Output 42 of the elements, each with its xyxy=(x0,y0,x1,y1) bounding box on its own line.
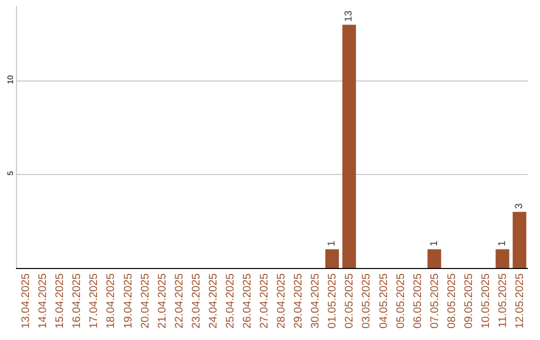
data-label: 1 xyxy=(326,240,338,246)
x-tick-label: 11.05.2025 xyxy=(497,273,510,328)
x-tick-label: 02.05.2025 xyxy=(344,273,356,328)
x-tick-label: 21.04.2025 xyxy=(156,273,168,328)
x-tick-label: 20.04.2025 xyxy=(139,273,152,328)
data-label: 3 xyxy=(514,202,525,209)
x-tick-label: 14.04.2025 xyxy=(37,273,50,328)
x-tick-label: 04.05.2025 xyxy=(378,273,390,328)
x-tick-label: 27.04.2025 xyxy=(258,273,271,328)
x-tick-label: 07.05.2025 xyxy=(428,273,441,328)
x-tick-label: 30.04.2025 xyxy=(310,273,322,328)
x-tick-label: 24.04.2025 xyxy=(207,273,220,328)
x-tick-label: 26.04.2025 xyxy=(242,273,254,328)
y-tick-label: 10 xyxy=(6,74,15,84)
x-tick-label: 17.04.2025 xyxy=(88,273,100,328)
x-tick-label: 18.04.2025 xyxy=(105,273,118,328)
data-label: 13 xyxy=(344,10,355,22)
bar xyxy=(342,24,356,268)
x-tick-label: 01.05.2025 xyxy=(326,273,339,328)
x-tick-label: 29.04.2025 xyxy=(292,273,305,328)
x-tick-label: 06.05.2025 xyxy=(412,273,424,328)
x-tick-label: 16.04.2025 xyxy=(71,273,84,328)
y-tick-label: 5 xyxy=(6,170,15,176)
x-tick-label: 25.04.2025 xyxy=(224,273,236,328)
bar xyxy=(496,249,510,268)
x-tick-label: 03.05.2025 xyxy=(360,273,373,328)
x-tick-label: 08.05.2025 xyxy=(446,273,458,328)
bar xyxy=(512,212,526,268)
bar xyxy=(325,249,339,268)
x-tick-label: 10.05.2025 xyxy=(480,273,492,328)
x-tick-label: 19.04.2025 xyxy=(122,273,134,328)
data-label: 1 xyxy=(496,240,508,246)
x-tick-label: 28.04.2025 xyxy=(276,273,288,328)
x-tick-label: 05.05.2025 xyxy=(394,273,407,328)
x-tick-label: 22.04.2025 xyxy=(173,273,186,328)
x-tick-label: 23.04.2025 xyxy=(190,273,202,328)
x-tick-label: 09.05.2025 xyxy=(462,273,475,328)
bar xyxy=(428,249,442,268)
x-tick-label: 15.04.2025 xyxy=(54,273,66,328)
x-tick-label: 13.04.2025 xyxy=(20,273,32,328)
data-label: 1 xyxy=(428,240,440,246)
x-tick-label: 12.05.2025 xyxy=(514,273,526,328)
